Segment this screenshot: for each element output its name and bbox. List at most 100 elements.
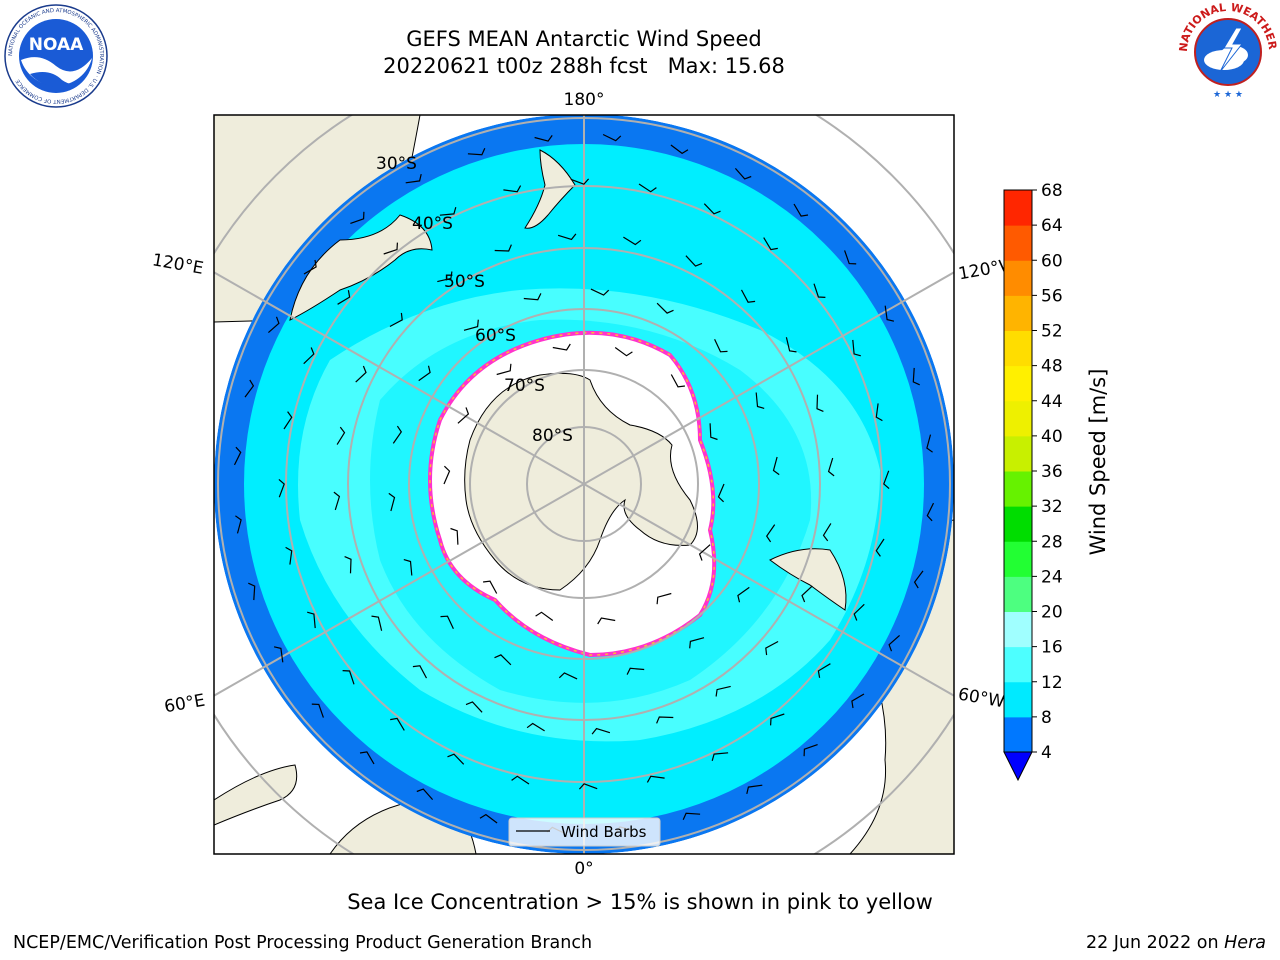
wind-barb (851, 693, 865, 709)
colorbar-tick-label: 64 (1041, 216, 1063, 236)
wind-barb (336, 426, 346, 445)
wind-barb (670, 374, 685, 388)
svg-text:★ ★ ★: ★ ★ ★ (1213, 90, 1243, 100)
wind-barb (503, 185, 522, 193)
wind-barb (913, 570, 924, 589)
wind-barb (333, 491, 341, 511)
lat-label-40s: 40°S (412, 214, 453, 234)
colorbar-segment (1004, 295, 1032, 331)
colorbar-tick-label: 48 (1041, 357, 1063, 377)
wind-barb (389, 312, 403, 328)
wind-barb (405, 173, 422, 184)
wind-barb (244, 379, 255, 398)
wind-barb (535, 611, 554, 621)
nws-logo: NATIONAL WEATHER SERVICE ★ ★ ★ (1176, 0, 1279, 102)
wind-barb (883, 470, 890, 490)
wind-barb (416, 788, 434, 800)
wind-barb (496, 363, 512, 376)
wind-barb (278, 478, 285, 498)
wind-barb (816, 394, 824, 412)
wind-barb (467, 148, 486, 156)
wind-barb (526, 722, 545, 732)
legend-label: Wind Barbs (561, 823, 647, 841)
legend: Wind Barbs (508, 817, 661, 847)
colorbar-tick-label: 4 (1041, 743, 1052, 763)
wind-barb (597, 617, 616, 625)
colorbar-segment (1004, 541, 1032, 577)
wind-barb (638, 183, 657, 193)
colorbar-segment (1004, 716, 1032, 753)
wind-barb (590, 288, 610, 296)
wind-barb (817, 663, 831, 678)
wind-barb (465, 701, 483, 713)
lon-label-120e: 120°E (151, 250, 205, 279)
wind-barb (670, 144, 689, 155)
wind-barb (765, 640, 779, 656)
wind-barb (875, 403, 883, 422)
footer-credit: NCEP/EMC/Verification Post Processing Pr… (13, 933, 593, 953)
wind-barb (734, 168, 752, 180)
colorbar-tick-label: 68 (1041, 181, 1063, 201)
colorbar-tick-label: 60 (1041, 251, 1063, 271)
wind-barb (392, 425, 403, 444)
wind-barb (371, 615, 383, 631)
colorbar-tick-label: 16 (1041, 638, 1063, 658)
wind-barb (717, 483, 725, 503)
wind-barb (853, 603, 865, 621)
colorbar-segment (1004, 506, 1032, 542)
lon-label-0: 0° (574, 859, 593, 879)
chart-subtitle-run: 20220621 t00z 288h fcst Max: 15.68 (383, 54, 785, 78)
wind-barb (463, 319, 479, 331)
wind-barb (359, 751, 375, 765)
colorbar-segment (1004, 681, 1032, 718)
wind-barb (388, 492, 396, 512)
lon-label-180: 180° (564, 90, 605, 110)
wind-barb (602, 133, 622, 142)
chart-title: GEFS MEAN Antarctic Wind Speed (406, 27, 762, 51)
wind-barb (552, 343, 571, 351)
wind-barb (311, 703, 324, 718)
colorbar-segment (1004, 646, 1032, 683)
wind-barb (570, 178, 590, 185)
wind-barb (443, 465, 451, 485)
colorbar-tick-label: 36 (1041, 462, 1063, 482)
wind-barb (626, 667, 645, 675)
wind-barb (534, 135, 553, 142)
lat-label-60s: 60°S (475, 326, 516, 346)
wind-barb (437, 271, 453, 283)
colorbar-tick-label: 56 (1041, 286, 1063, 306)
lon-label-60e: 60°E (163, 691, 207, 718)
lat-label-80s: 80°S (532, 426, 573, 446)
wind-barb (656, 302, 674, 314)
wind-barb (711, 752, 729, 761)
wind-barb (703, 203, 721, 215)
wind-barb (926, 502, 935, 522)
meridians (214, 115, 954, 854)
wind-barb (591, 727, 611, 735)
colorbar-segment (1004, 260, 1032, 296)
colorbar-tick-label: 20 (1041, 603, 1063, 623)
wind-barb (912, 367, 920, 386)
wind-barb (737, 586, 750, 603)
colorbar-tick-label: 52 (1041, 322, 1063, 342)
colorbar-segment (1004, 471, 1032, 507)
wind-barb (390, 717, 405, 731)
wind-barb (685, 255, 703, 267)
wind-barb (803, 744, 818, 757)
wind-barb (656, 716, 674, 724)
lat-label-50s: 50°S (444, 272, 485, 292)
wind-barb (350, 211, 365, 224)
footer-date: 22 Jun 2022 on Hera (1086, 933, 1266, 953)
wind-barb (283, 411, 293, 430)
colorbar-extend-min (1003, 751, 1033, 782)
colorbar-tick-label: 28 (1041, 532, 1063, 552)
colorbar-tick-label: 24 (1041, 567, 1063, 587)
wind-barb (383, 242, 398, 255)
footer-date-text: 22 Jun 2022 on (1085, 933, 1225, 953)
wind-barb (233, 446, 242, 466)
wind-barb (303, 259, 317, 275)
wind-barb (457, 407, 470, 424)
wind-barb (646, 775, 665, 783)
wind-barb (479, 813, 498, 824)
